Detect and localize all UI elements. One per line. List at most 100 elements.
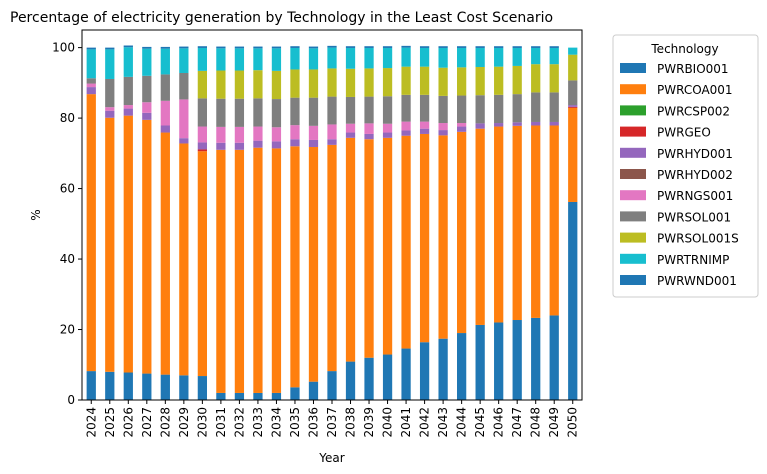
bar-segment-PWRSOL001S-2032 — [234, 70, 245, 99]
legend-label-PWRHYD002: PWRHYD002 — [657, 168, 733, 182]
bar-segment-PWRNGS001-2036 — [308, 125, 319, 140]
bar-segment-PWRSOL001S-2047 — [512, 65, 522, 95]
bar-segment-PWRTRNIMP-2036 — [308, 48, 319, 70]
x-tick-label: 2047 — [510, 407, 524, 438]
bar-segment-PWRHYD001-2025 — [105, 110, 115, 118]
legend-label-PWRCOA001: PWRCOA001 — [657, 83, 733, 97]
bar-segment-PWRSOL001S-2042 — [419, 66, 430, 95]
bar-segment-PWRHYD001-2029 — [179, 138, 189, 144]
bar-segment-PWRTRNIMP-2034 — [271, 48, 282, 71]
bar-segment-PWRSOL001S-2039 — [364, 68, 374, 97]
y-tick-label: 100 — [52, 41, 75, 55]
bar-segment-PWRTRNIMP_top-2039 — [364, 46, 374, 48]
bar-segment-PWRTRNIMP-2027 — [142, 48, 152, 76]
bar-segment-PWRSOL001-2024 — [86, 78, 96, 84]
bar-segment-PWRBIO001-2049 — [549, 315, 559, 400]
bar-segment-PWRCOA001-2050 — [568, 107, 578, 202]
bars — [86, 45, 578, 400]
bar-segment-PWRCOA001-2028 — [160, 132, 170, 375]
bar-segment-PWRHYD001-2040 — [382, 132, 393, 138]
bar-segment-PWRBIO001-2048 — [531, 317, 541, 400]
bar-segment-PWRNGS001-2027 — [142, 102, 152, 113]
bar-segment-PWRNGS001-2034 — [271, 127, 282, 142]
bar-segment-PWRNGS001-2031 — [216, 126, 226, 143]
bar-segment-PWRSOL001-2027 — [142, 75, 152, 103]
legend-label-PWRSOL001: PWRSOL001 — [657, 210, 731, 224]
bar-segment-PWRHYD001-2027 — [142, 112, 152, 120]
bar-segment-PWRHYD001-2030 — [197, 142, 207, 150]
x-tick-label: 2041 — [399, 407, 413, 438]
bar-segment-PWRNGS001-2024 — [86, 83, 96, 88]
bar-segment-PWRTRNIMP-2037 — [327, 47, 337, 69]
bar-segment-PWRSOL001S-2035 — [290, 69, 300, 98]
bar-segment-PWRTRNIMP-2042 — [419, 47, 430, 67]
bar-segment-PWRTRNIMP-2035 — [290, 47, 300, 70]
bar-segment-PWRCOA001-2042 — [419, 133, 430, 343]
bar-segment-PWRTRNIMP_top-2048 — [531, 46, 541, 48]
bar-segment-PWRNGS001-2035 — [290, 125, 300, 140]
x-tick-label: 2038 — [344, 407, 358, 438]
bar-segment-PWRCOA001-2038 — [345, 137, 356, 362]
bar-segment-PWRBIO001-2037 — [327, 371, 337, 400]
bar-segment-PWRBIO001-2034 — [271, 392, 282, 400]
bar-segment-PWRHYD001-2045 — [475, 123, 485, 129]
bar-segment-PWRNGS001-2030 — [197, 126, 207, 143]
bar-segment-PWRBIO001-2030 — [197, 376, 207, 400]
bar-segment-PWRSOL001-2039 — [364, 96, 374, 124]
bar-segment-PWRSOL001-2029 — [179, 72, 189, 100]
bar-segment-PWRHYD001-2042 — [419, 128, 430, 134]
bar-segment-PWRTRNIMP_top-2043 — [438, 46, 448, 48]
bar-segment-PWRTRNIMP_top-2031 — [216, 46, 226, 49]
bar-segment-PWRCOA001-2025 — [105, 117, 115, 372]
bar-segment-PWRBIO001-2041 — [401, 348, 411, 400]
x-tick-label: 2042 — [418, 407, 432, 438]
bar-segment-PWRNGS001-2032 — [234, 126, 245, 143]
y-axis: 0 20 40 60 80 100 — [52, 41, 82, 407]
bar-segment-PWRSOL001S-2040 — [382, 68, 393, 97]
bar-segment-PWRTRNIMP_top-2030 — [197, 46, 207, 48]
legend-swatch-PWRNGS001 — [620, 190, 646, 201]
bar-segment-PWRNGS001-2033 — [253, 126, 263, 141]
bar-segment-PWRSOL001-2042 — [419, 94, 430, 122]
bar-segment-PWRTRNIMP_top-2034 — [271, 46, 282, 49]
x-tick-label: 2024 — [84, 407, 98, 438]
legend-swatch-PWRHYD002 — [620, 169, 646, 179]
x-axis: 2024 2025 2026 2027 2028 2029 2030 2031 2032 2033… — [84, 400, 580, 438]
legend-swatch-PWRWND001 — [620, 275, 646, 285]
bar-segment-PWRTRNIMP-2049 — [549, 47, 559, 65]
bar-segment-PWRSOL001S-2048 — [531, 64, 541, 93]
bar-segment-PWRBIO001-2029 — [179, 375, 189, 400]
bar-segment-PWRBIO001-2036 — [308, 381, 319, 400]
bar-segment-PWRBIO001-2033 — [253, 392, 263, 400]
x-tick-label: 2034 — [269, 407, 283, 438]
bar-segment-PWRCOA001-2047 — [512, 125, 522, 321]
bar-segment-PWRSOL001S-2046 — [494, 66, 504, 95]
bar-segment-PWRBIO001-2040 — [382, 354, 393, 400]
y-tick-label: 80 — [60, 111, 75, 125]
legend: Technology PWRBIO001PWRCOA001PWRCSP002PW… — [612, 34, 759, 298]
legend-label-PWRGEO: PWRGEO — [657, 126, 711, 140]
bar-segment-PWRSOL001-2037 — [327, 96, 337, 125]
bar-segment-PWRSOL001-2041 — [401, 94, 411, 122]
legend-swatch-PWRTRNIMP — [620, 253, 646, 264]
x-tick-label: 2032 — [232, 407, 246, 438]
x-tick-label: 2045 — [473, 407, 487, 438]
bar-segment-PWRHYD001-2043 — [438, 130, 448, 136]
bar-segment-PWRTRNIMP-2025 — [105, 49, 115, 79]
bar-segment-PWRCOA001-2024 — [86, 94, 96, 372]
bar-segment-PWRNGS001-2043 — [438, 123, 448, 131]
bar-segment-PWRBIO001-2039 — [364, 357, 374, 400]
bar-segment-PWRSOL001-2047 — [512, 94, 522, 123]
bar-segment-PWRTRNIMP_top-2026 — [123, 45, 133, 48]
bar-segment-PWRSOL001-2036 — [308, 97, 319, 126]
bar-segment-PWRHYD001-2039 — [364, 133, 374, 140]
bar-segment-PWRHYD001-2048 — [531, 121, 541, 126]
bar-segment-PWRCOA001-2031 — [216, 149, 226, 393]
x-tick-label: 2028 — [158, 407, 172, 438]
bar-segment-PWRTRNIMP_top-2033 — [253, 46, 263, 49]
bar-segment-PWRSOL001-2033 — [253, 98, 263, 127]
bar-segment-PWRSOL001S-2045 — [475, 67, 485, 96]
bar-segment-PWRBIO001-2031 — [216, 392, 226, 400]
bar-segment-PWRHYD001-2028 — [160, 125, 170, 133]
bar-segment-PWRSOL001-2031 — [216, 98, 226, 127]
